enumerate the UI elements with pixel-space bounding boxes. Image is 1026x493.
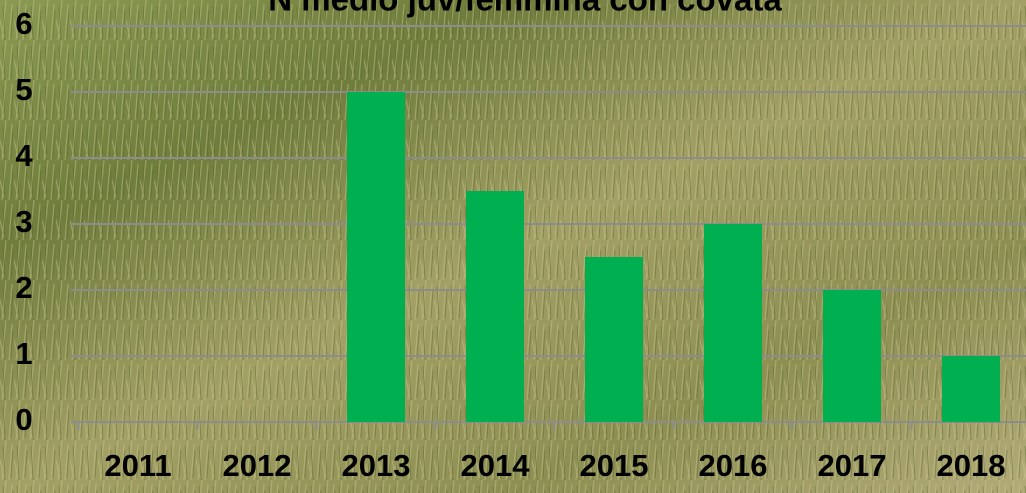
chart-title: N medio juv/femmina con covata	[268, 0, 782, 18]
y-tick-label: 2	[15, 270, 32, 305]
bar	[585, 257, 643, 422]
y-tick-label: 4	[15, 138, 33, 173]
bar	[466, 191, 524, 422]
x-tick-label: 2013	[342, 448, 411, 483]
bar	[704, 224, 762, 422]
y-tick-label: 5	[15, 72, 32, 107]
y-tick-label: 0	[15, 402, 32, 437]
x-tick-label: 2016	[699, 448, 768, 483]
y-tick-label: 3	[15, 204, 32, 239]
x-tick-label: 2017	[818, 448, 887, 483]
x-tick-label: 2014	[461, 448, 531, 483]
y-tick-label: 1	[15, 336, 32, 371]
x-tick-label: 2018	[937, 448, 1006, 483]
bar	[823, 290, 881, 422]
x-tick-label: 2012	[223, 448, 292, 483]
x-tick-label: 2011	[104, 448, 171, 483]
bar	[347, 92, 405, 422]
x-tick-label: 2015	[580, 448, 649, 483]
y-tick-label: 6	[15, 6, 32, 41]
bar	[942, 356, 1000, 422]
